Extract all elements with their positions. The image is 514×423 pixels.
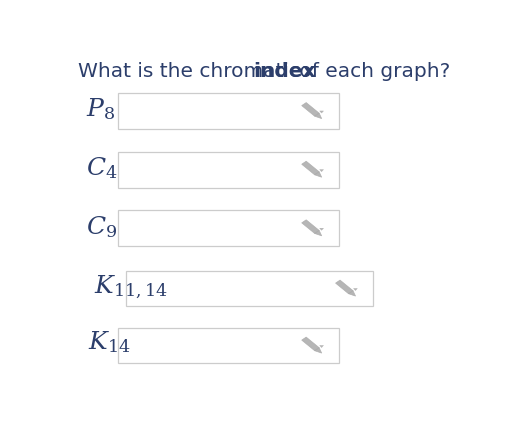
Polygon shape	[336, 280, 353, 294]
Bar	[118, 327, 339, 363]
Polygon shape	[302, 337, 319, 351]
Text: of each graph?: of each graph?	[293, 62, 451, 81]
Polygon shape	[320, 228, 323, 230]
Bar	[126, 271, 373, 306]
Polygon shape	[302, 220, 319, 233]
Text: $P_8$: $P_8$	[86, 96, 115, 122]
Bar	[118, 152, 339, 187]
Text: $C_9$: $C_9$	[86, 214, 117, 239]
Text: $K_{14}$: $K_{14}$	[88, 330, 131, 355]
Bar	[118, 93, 339, 129]
Text: What is the chromatic: What is the chromatic	[78, 62, 306, 81]
Polygon shape	[348, 291, 356, 296]
Polygon shape	[320, 170, 323, 172]
Polygon shape	[315, 231, 322, 236]
Polygon shape	[302, 102, 319, 116]
Text: $K_{11,14}$: $K_{11,14}$	[94, 273, 168, 301]
Text: index: index	[253, 62, 316, 81]
Polygon shape	[354, 288, 357, 291]
Polygon shape	[320, 346, 323, 348]
Text: $C_4$: $C_4$	[86, 155, 118, 181]
Polygon shape	[315, 113, 322, 118]
Polygon shape	[302, 161, 319, 175]
Polygon shape	[315, 348, 322, 353]
Polygon shape	[320, 111, 323, 113]
Bar	[118, 210, 339, 246]
Polygon shape	[315, 172, 322, 177]
